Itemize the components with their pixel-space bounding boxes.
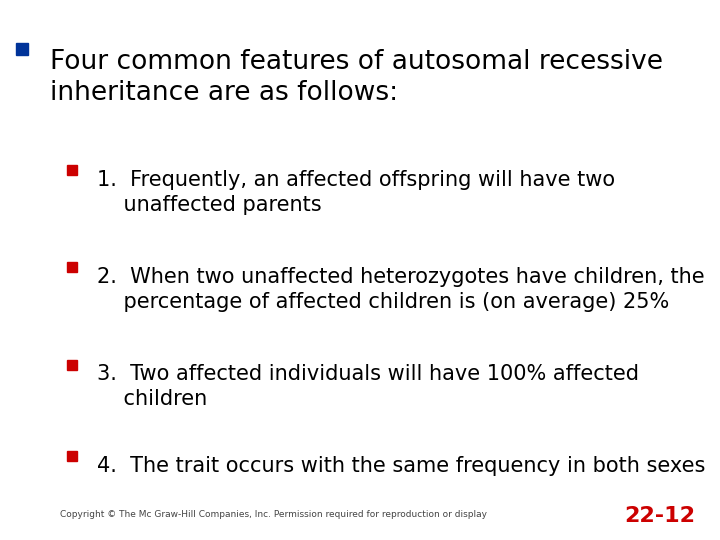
Text: Copyright © The Mc Graw-Hill Companies, Inc. Permission required for reproductio: Copyright © The Mc Graw-Hill Companies, … [60, 510, 487, 519]
Text: 3.  Two affected individuals will have 100% affected
    children: 3. Two affected individuals will have 10… [97, 364, 639, 409]
Text: 4.  The trait occurs with the same frequency in both sexes: 4. The trait occurs with the same freque… [97, 456, 706, 476]
Text: 1.  Frequently, an affected offspring will have two
    unaffected parents: 1. Frequently, an affected offspring wil… [97, 170, 616, 215]
Text: Four common features of autosomal recessive
inheritance are as follows:: Four common features of autosomal recess… [50, 49, 663, 106]
Text: 22-12: 22-12 [624, 507, 695, 526]
Text: 2.  When two unaffected heterozygotes have children, the
    percentage of affec: 2. When two unaffected heterozygotes hav… [97, 267, 705, 312]
